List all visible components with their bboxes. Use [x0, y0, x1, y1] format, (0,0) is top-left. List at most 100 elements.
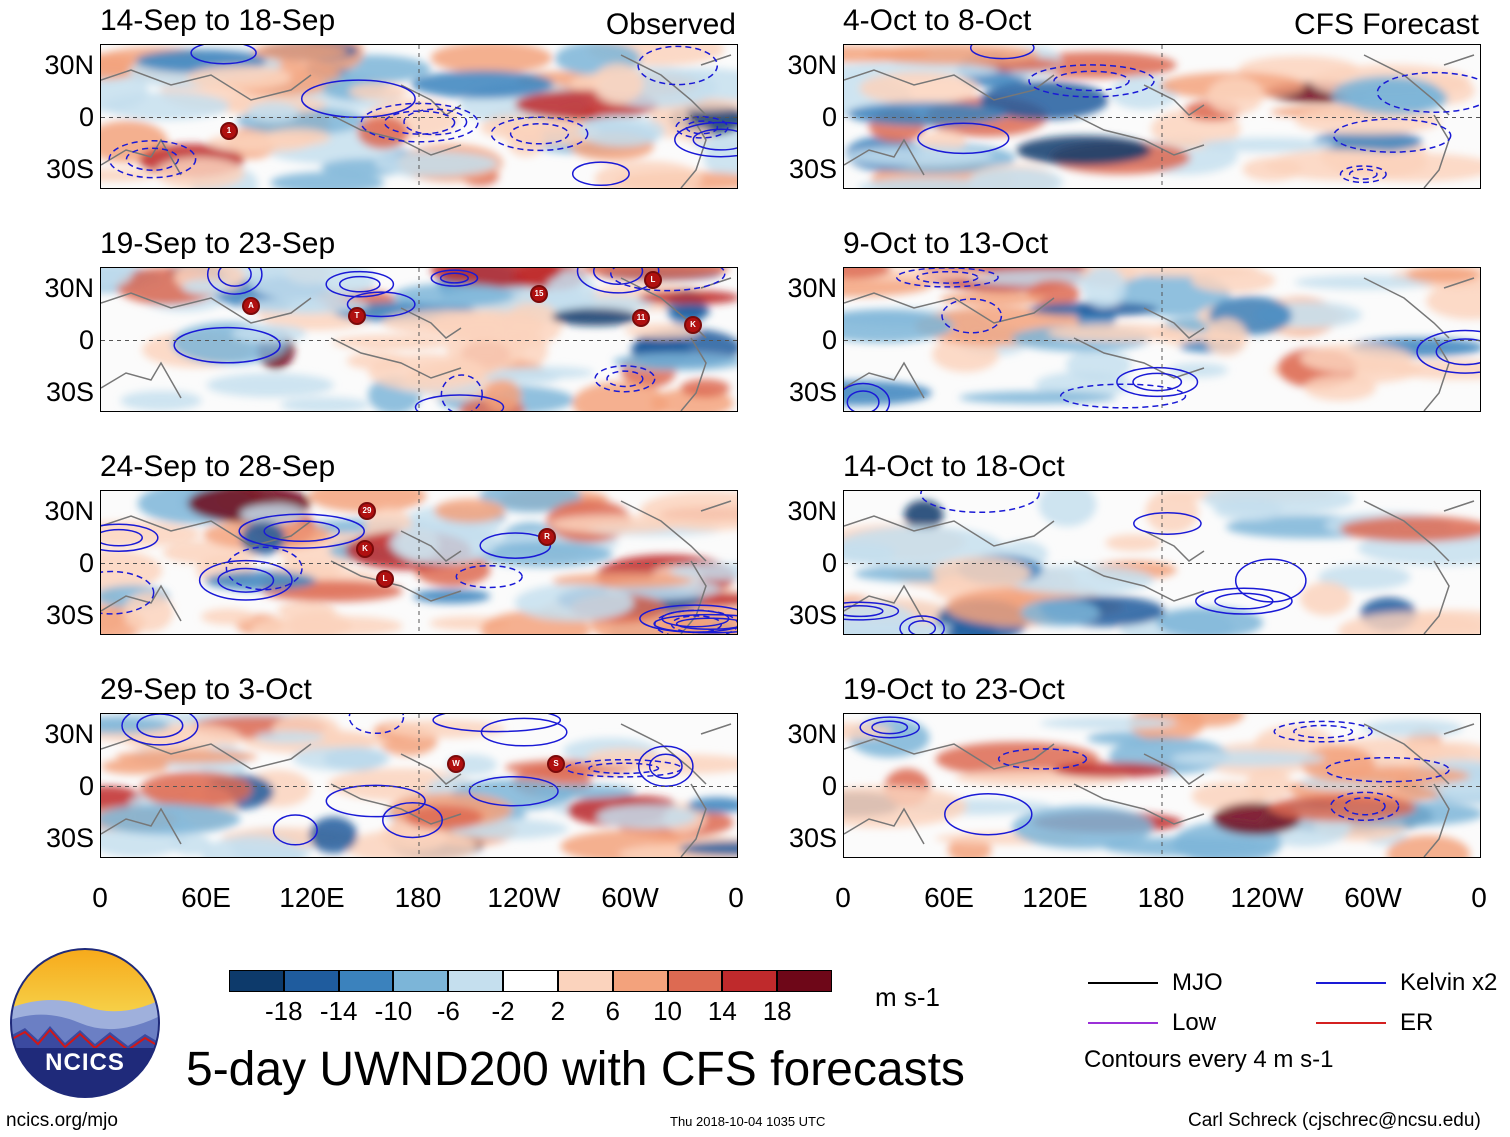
anomaly-map [843, 44, 1481, 189]
storm-marker: L [378, 572, 392, 586]
panel-title: 29-Sep to 3-Oct [100, 673, 312, 706]
storm-marker: K [686, 318, 700, 332]
contour-note: Contours every 4 m s-1 [1084, 1046, 1334, 1073]
lat-label: 30S [788, 823, 837, 853]
storm-marker: W [449, 757, 463, 771]
lat-label: 0 [821, 771, 837, 801]
colorbar-swatch [503, 970, 558, 992]
lat-label: 30S [45, 600, 94, 630]
colorbar-tick-label: 6 [605, 996, 620, 1026]
lon-label: 60W [1344, 882, 1402, 913]
lat-label: 30N [44, 496, 94, 526]
lat-label: 30N [787, 50, 837, 80]
lat-label: 0 [78, 102, 94, 132]
colorbar-swatch [229, 970, 284, 992]
legend-label: Low [1172, 1009, 1217, 1036]
panel-title: 19-Sep to 23-Sep [100, 227, 336, 260]
lat-label: 30S [45, 154, 94, 184]
storm-marker: R [540, 530, 554, 544]
legend-label: Kelvin x2 [1400, 969, 1498, 996]
panel-title: 24-Sep to 28-Sep [100, 450, 336, 483]
colorbar-swatch [338, 970, 394, 992]
lat-label: 30N [44, 273, 94, 303]
legend-line [1316, 1022, 1386, 1024]
colorbar-tick-label: -6 [436, 996, 460, 1026]
lat-label: 0 [78, 771, 94, 801]
panel-title: 9-Oct to 13-Oct [843, 227, 1049, 260]
lat-label: 30N [787, 719, 837, 749]
legend-line [1316, 982, 1386, 984]
logo-text: NCICS [45, 1049, 125, 1076]
colorbar-swatch [557, 970, 613, 992]
storm-marker: 11 [634, 311, 648, 325]
footer-author: Carl Schreck (cjschrec@ncsu.edu) [1188, 1110, 1481, 1131]
panel-title: 4-Oct to 8-Oct [843, 4, 1032, 37]
anomaly-map [843, 267, 1481, 412]
panel-title: 14-Sep to 18-Sep [100, 4, 336, 37]
lat-label: 30N [44, 719, 94, 749]
storm-marker: T [350, 309, 364, 323]
storm-marker: 1 [222, 124, 236, 138]
colorbar-tick-label: 10 [653, 996, 682, 1026]
colorbar-tick-label: 18 [762, 996, 792, 1026]
lon-label: 0 [835, 882, 851, 913]
colorbar-swatch [722, 970, 778, 992]
storm-marker: 15 [532, 287, 546, 301]
anomaly-map: 29 K L R [100, 490, 738, 635]
anomaly-map [843, 713, 1481, 858]
colorbar-swatch [393, 970, 449, 992]
legend-label: MJO [1172, 969, 1223, 996]
lon-label: 60W [601, 882, 659, 913]
footer-url[interactable]: ncics.org/mjo [6, 1110, 118, 1131]
lon-label: 180 [394, 882, 442, 913]
colorbar-swatch [448, 970, 504, 992]
lon-label: 0 [92, 882, 108, 913]
panel-source-label: CFS Forecast [1293, 8, 1479, 41]
panel-title: 14-Oct to 18-Oct [843, 450, 1065, 483]
lat-label: 0 [821, 325, 837, 355]
colorbar-tick-label: -18 [265, 996, 303, 1026]
lat-label: 30S [788, 154, 837, 184]
lon-label: 120W [487, 882, 561, 913]
lat-label: 30S [788, 377, 837, 407]
colorbar-tick-label: 14 [707, 996, 737, 1026]
legend-label: ER [1400, 1009, 1434, 1036]
storm-marker: S [549, 757, 563, 771]
lat-label: 30N [787, 273, 837, 303]
colorbar-swatch [612, 970, 668, 992]
storm-marker: 29 [360, 504, 374, 518]
lon-label: 120W [1230, 882, 1304, 913]
colorbar-tick-label: -2 [491, 996, 515, 1026]
lat-label: 30S [788, 600, 837, 630]
anomaly-map [843, 490, 1481, 635]
lon-label: 0 [1471, 882, 1487, 913]
ncics-logo: NCICS [10, 948, 160, 1098]
lon-label: 60E [924, 882, 974, 913]
main-title: 5-day UWND200 with CFS forecasts [186, 1043, 965, 1096]
footer-timestamp: Thu 2018-10-04 1035 UTC [670, 1114, 826, 1129]
lon-label: 120E [279, 882, 345, 913]
lon-label: 0 [728, 882, 744, 913]
colorbar-swatch [667, 970, 723, 992]
colorbar-tick-label: -10 [374, 996, 413, 1026]
colorbar-swatch [777, 970, 832, 992]
anomaly-map: 1 [100, 44, 738, 189]
panel-source-label: Observed [605, 8, 736, 41]
panel-title: 19-Oct to 23-Oct [843, 673, 1065, 706]
colorbar-tick-label: -14 [319, 996, 358, 1026]
storm-marker: A [244, 299, 258, 313]
storm-marker: K [358, 542, 372, 556]
lat-label: 30N [787, 496, 837, 526]
anomaly-map: A T 15 L 11 K [100, 267, 738, 412]
lat-label: 30S [45, 377, 94, 407]
lat-label: 0 [821, 102, 837, 132]
storm-marker: L [646, 273, 660, 287]
lat-label: 30N [44, 50, 94, 80]
legend-line [1088, 982, 1158, 984]
lat-label: 0 [78, 548, 94, 578]
colorbar-swatch [283, 970, 339, 992]
colorbar-units: m s-1 [875, 982, 940, 1012]
lon-label: 120E [1022, 882, 1088, 913]
lat-label: 30S [45, 823, 94, 853]
colorbar-tick-label: 2 [550, 996, 566, 1026]
